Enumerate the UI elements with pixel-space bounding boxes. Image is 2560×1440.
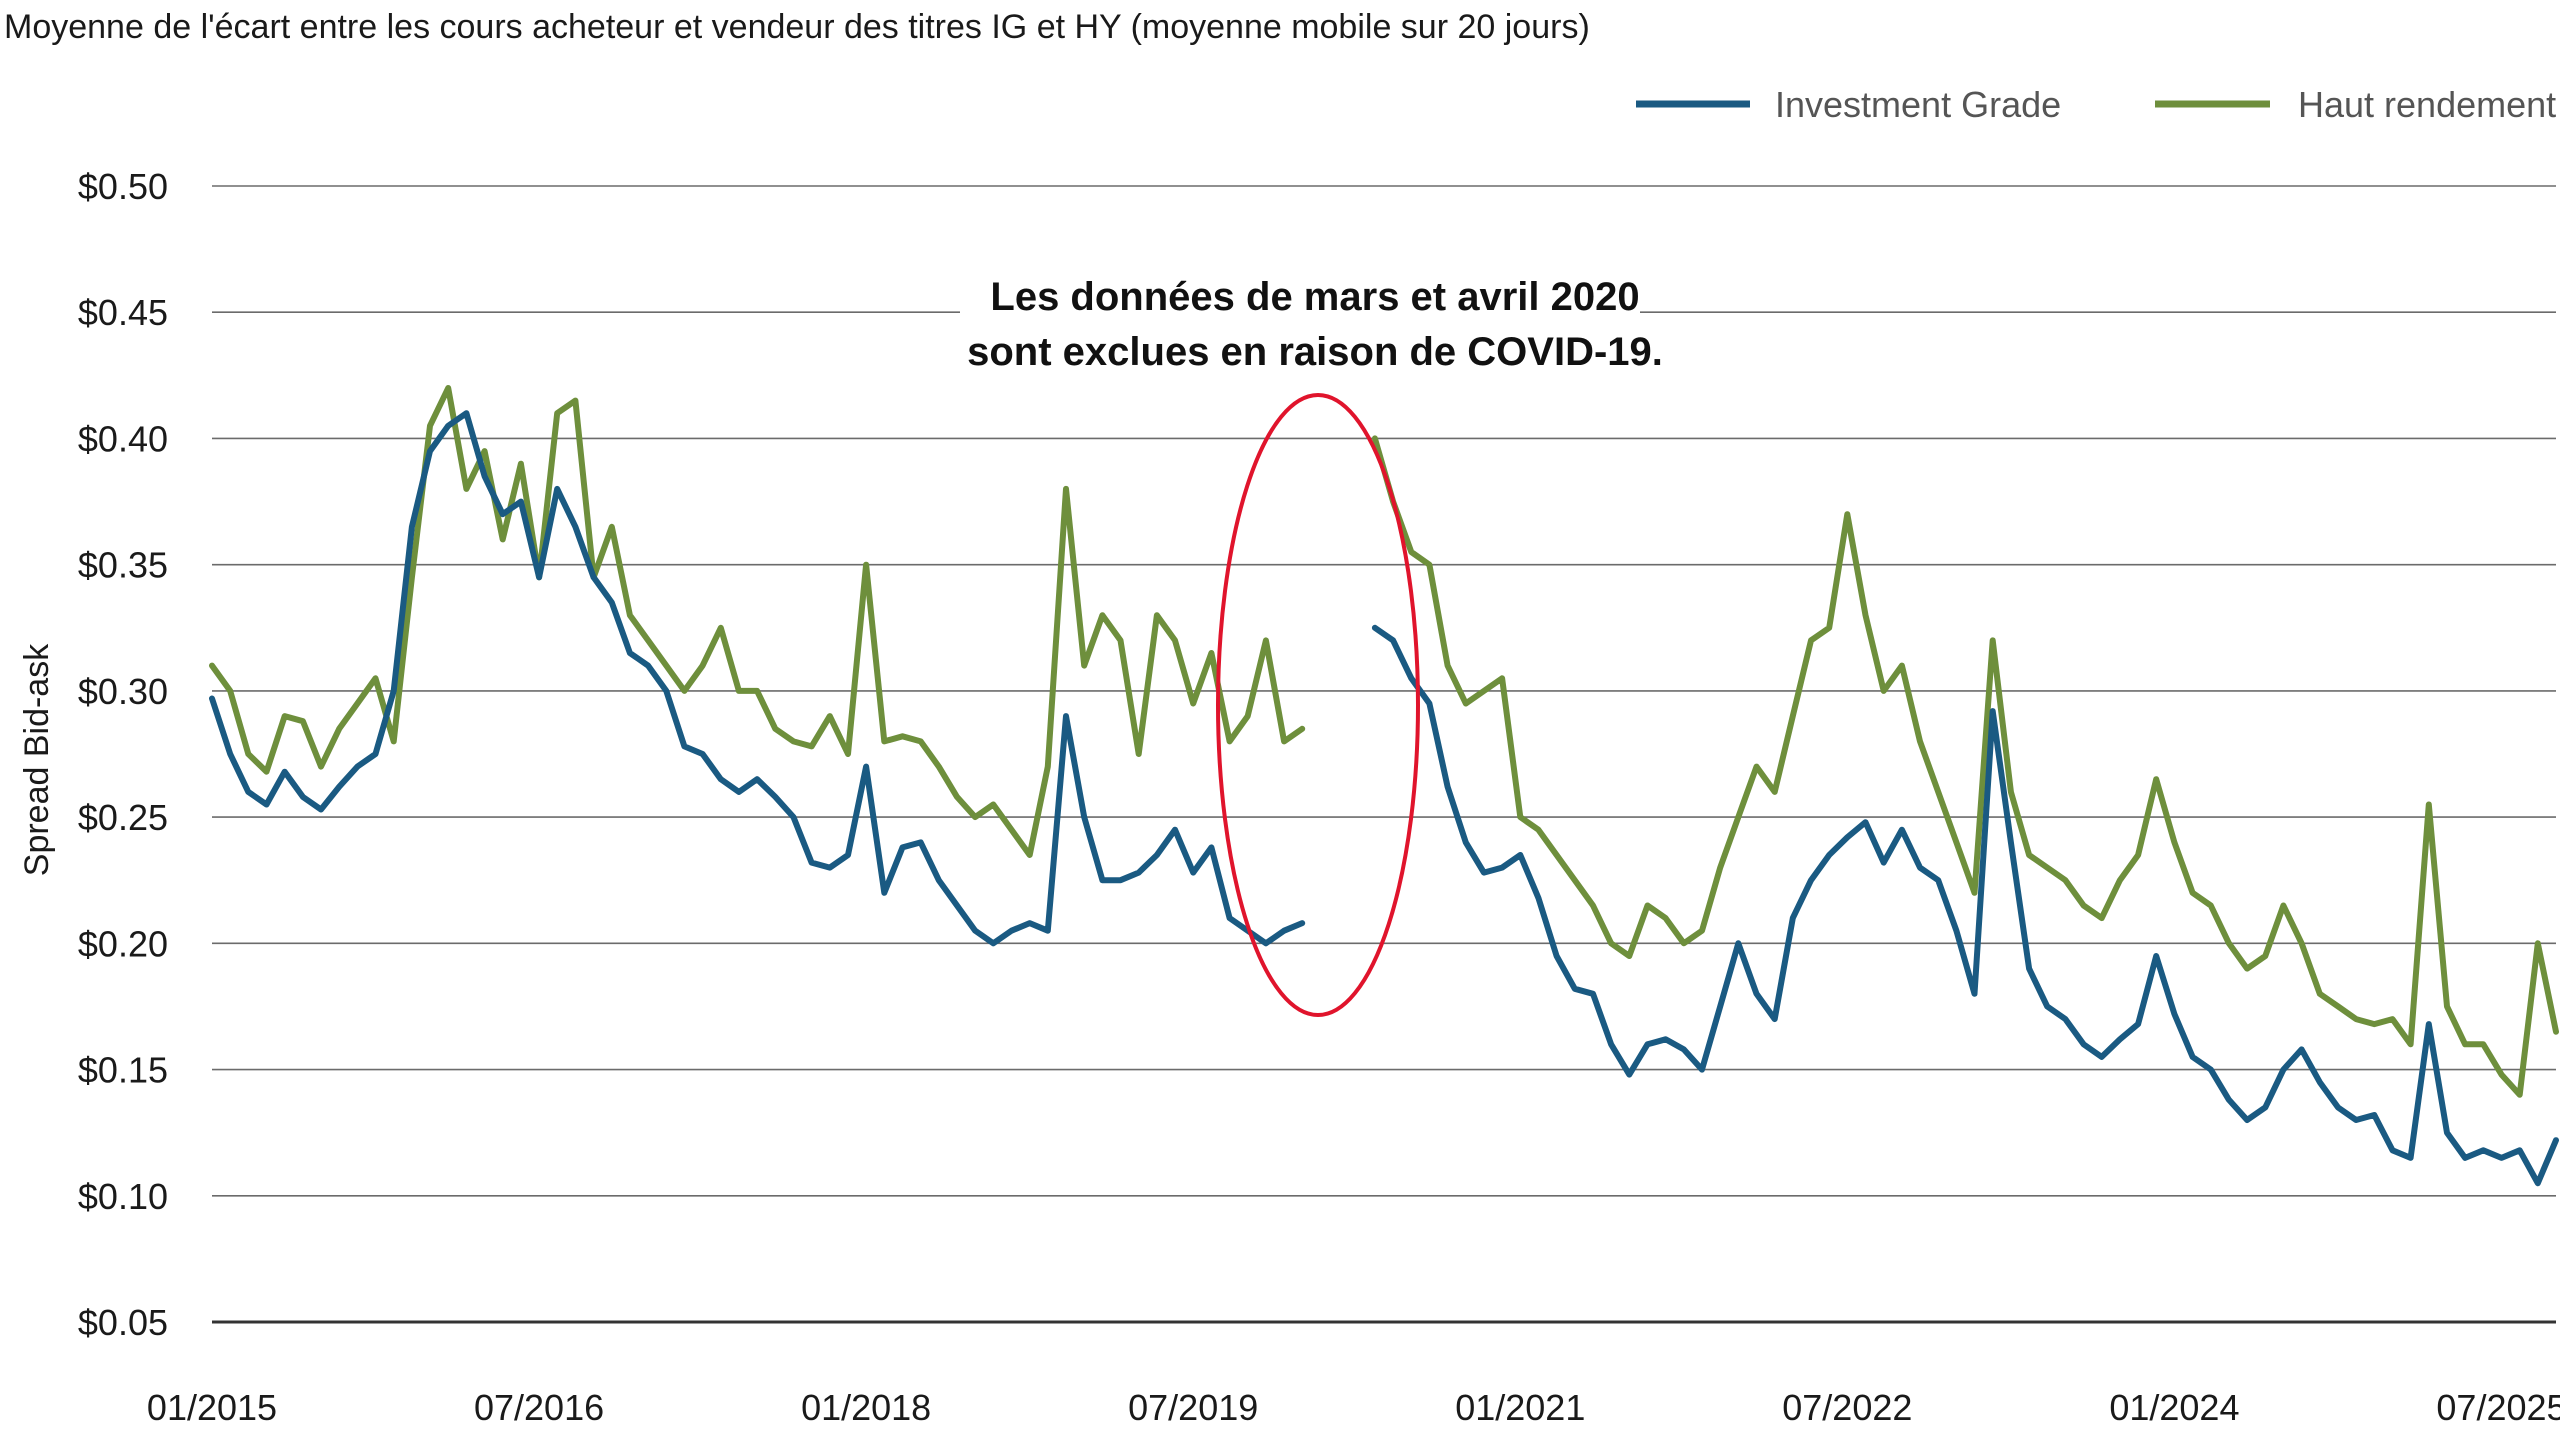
y-tick-label: $0.30 <box>78 671 168 712</box>
x-tick-label: 07/2019 <box>1128 1387 1258 1428</box>
series-line-investment-grade <box>209 410 2559 1187</box>
series-layer <box>209 385 2559 1187</box>
series-line-haut-rendement <box>209 385 2559 1098</box>
y-tick-label: $0.45 <box>78 292 168 333</box>
y-tick-label: $0.35 <box>78 545 168 586</box>
x-tick-label: 07/2022 <box>1782 1387 1912 1428</box>
annotation-line-2: sont exclues en raison de COVID-19. <box>967 330 1663 374</box>
x-tick-label: 01/2024 <box>2109 1387 2239 1428</box>
y-tick-label: $0.50 <box>78 166 168 207</box>
y-axis-ticks: $0.50 $0.45 $0.40 $0.35 $0.30 $0.25 $0.20 $0.15… <box>78 166 168 1343</box>
y-tick-label: $0.20 <box>78 923 168 964</box>
x-tick-label: 01/2021 <box>1455 1387 1585 1428</box>
x-tick-label: 01/2015 <box>147 1387 277 1428</box>
y-tick-label: $0.40 <box>78 418 168 459</box>
covid-highlight-ellipse <box>1216 393 1420 1017</box>
y-axis-title: Spread Bid-ask <box>18 643 56 876</box>
x-axis-ticks: 01/2015 07/2016 01/2018 07/2019 01/2021 07/20… <box>147 1387 2560 1428</box>
chart-title: Moyenne de l'écart entre les cours achet… <box>4 8 1590 46</box>
y-tick-label: $0.15 <box>78 1050 168 1091</box>
covid-annotation: Les données de mars et avril 2020 sont e… <box>960 268 1663 1017</box>
y-tick-label: $0.10 <box>78 1176 168 1217</box>
annotation-label-background <box>960 268 1640 380</box>
x-tick-label: 07/2016 <box>474 1387 604 1428</box>
annotation-line-1: Les données de mars et avril 2020 <box>990 275 1639 319</box>
legend: Investment Grade Haut rendement <box>1636 84 2556 125</box>
legend-label-investment-grade: Investment Grade <box>1775 84 2061 125</box>
x-tick-label: 01/2018 <box>801 1387 931 1428</box>
legend-label-haut-rendement: Haut rendement <box>2298 84 2556 125</box>
y-tick-label: $0.25 <box>78 797 168 838</box>
x-tick-label: 07/2025 <box>2436 1387 2560 1428</box>
y-tick-label: $0.05 <box>78 1302 168 1343</box>
